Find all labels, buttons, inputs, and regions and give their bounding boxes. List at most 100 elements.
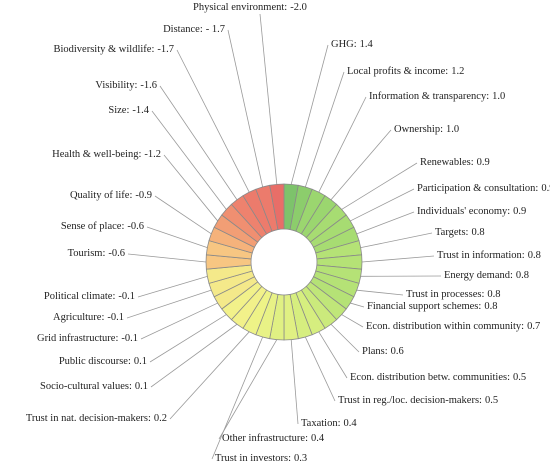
segment-label: Targets: 0.8 <box>435 227 485 238</box>
leader-line <box>154 195 212 235</box>
leader-line <box>218 339 278 440</box>
value-label: 0.8 <box>471 227 484 238</box>
leader-line <box>361 255 435 263</box>
leader-line <box>127 253 207 263</box>
category-label: Taxation: <box>301 418 341 429</box>
category-label: Public discourse: <box>59 356 131 367</box>
segment-label: Taxation: 0.4 <box>301 418 357 429</box>
value-label: - 1.7 <box>206 24 225 35</box>
segment-label: Grid infrastructure: -0.1 <box>37 333 138 344</box>
segment-label: Tourism: -0.6 <box>68 248 125 259</box>
segment-label: Socio-cultural values: 0.1 <box>40 381 148 392</box>
leader-line <box>176 49 250 193</box>
leader-line <box>169 331 250 420</box>
category-label: Visibility: <box>95 80 137 91</box>
category-label: Sense of place: <box>61 221 125 232</box>
value-label: 0.9 <box>513 206 526 217</box>
segment-label: Plans: 0.6 <box>362 346 404 357</box>
segment-label: Trust in reg./loc. decision-makers: 0.5 <box>338 395 498 406</box>
category-label: Tourism: <box>68 248 106 259</box>
leader-line <box>151 110 227 210</box>
leader-line <box>126 289 212 319</box>
category-label: Quality of life: <box>70 190 132 201</box>
category-label: Renewables: <box>420 157 474 168</box>
category-label: Participation & consultation: <box>417 183 538 194</box>
segment-label: Health & well-being: -1.2 <box>52 149 161 160</box>
segment-label: Financial support schemes: 0.8 <box>367 301 497 312</box>
leader-line <box>330 129 392 201</box>
segment-label: Size: -1.4 <box>108 105 149 116</box>
value-label: -2.0 <box>290 2 307 13</box>
category-label: Trust in investors: <box>215 453 291 464</box>
leader-line <box>304 71 345 188</box>
segment-label: Trust in nat. decision-makers: 0.2 <box>26 413 167 424</box>
category-label: Political climate: <box>44 291 116 302</box>
segment-label: Individuals' economy: 0.9 <box>417 206 526 217</box>
category-label: Energy demand: <box>444 270 513 281</box>
segment-label: Energy demand: 0.8 <box>444 270 529 281</box>
category-label: Information & transparency: <box>369 91 489 102</box>
leader-line <box>211 336 264 460</box>
segment-label: Ownership: 1.0 <box>394 124 459 135</box>
leader-line <box>356 211 415 235</box>
leader-line <box>290 339 299 425</box>
value-label: -0.6 <box>108 248 125 259</box>
value-label: 0.5 <box>485 395 498 406</box>
value-label: 0.1 <box>135 381 148 392</box>
category-label: Other infrastructure: <box>222 433 308 444</box>
segment-label: Econ. distribution betw. communities: 0.5 <box>350 372 526 383</box>
value-label: 0.8 <box>484 301 497 312</box>
leader-lines <box>126 13 442 460</box>
category-label: Ownership: <box>394 124 443 135</box>
value-label: 1.2 <box>451 66 464 77</box>
value-label: -0.1 <box>121 333 138 344</box>
segment-label: Participation & consultation:0.9 <box>417 183 550 194</box>
leader-line <box>318 96 367 193</box>
leader-line <box>150 323 238 388</box>
segment-label: Econ. distribution within community: 0.7 <box>366 321 540 332</box>
value-label: 0.6 <box>391 346 404 357</box>
value-label: -1.4 <box>132 105 149 116</box>
value-label: 0.3 <box>294 453 307 464</box>
category-label: Biodiversity & wildlife: <box>53 44 154 55</box>
category-label: Trust in nat. decision-makers: <box>26 413 151 424</box>
category-label: Econ. distribution betw. communities: <box>350 372 510 383</box>
value-label: 0.4 <box>344 418 358 429</box>
leader-line <box>304 336 336 402</box>
segment-label: Other infrastructure: 0.4 <box>222 433 325 444</box>
category-label: Individuals' economy: <box>417 206 510 217</box>
value-label: -1.2 <box>144 149 161 160</box>
value-label: 0.8 <box>516 270 529 281</box>
segment-label: Renewables: 0.9 <box>420 157 490 168</box>
segment-label: Physical environment: -2.0 <box>193 2 307 13</box>
value-label: -1.6 <box>140 80 157 91</box>
leader-line <box>163 154 218 222</box>
category-label: Plans: <box>362 346 388 357</box>
leader-line <box>350 302 365 308</box>
category-label: Socio-cultural values: <box>40 381 132 392</box>
value-label: 1.4 <box>360 39 374 50</box>
segment-label: Local profits & income: 1.2 <box>347 66 464 77</box>
value-label: -0.1 <box>118 291 135 302</box>
category-label: Grid infrastructure: <box>37 333 118 344</box>
segment-label: Sense of place: -0.6 <box>61 221 144 232</box>
leader-line <box>140 302 218 340</box>
leader-line <box>330 323 360 353</box>
value-label: -0.9 <box>135 190 152 201</box>
segment-label: GHG: 1.4 <box>331 39 374 50</box>
segment-label: Trust in information: 0.8 <box>437 250 541 261</box>
leader-line <box>146 226 208 249</box>
value-label: -1.7 <box>157 44 174 55</box>
value-label: 0.9 <box>477 157 490 168</box>
value-label: -0.1 <box>107 312 124 323</box>
value-label: 0.5 <box>513 372 526 383</box>
value-label: 0.1 <box>134 356 147 367</box>
category-label: Trust in information: <box>437 250 525 261</box>
leader-line <box>356 289 404 296</box>
segment-label: Quality of life: -0.9 <box>70 190 152 201</box>
leader-line <box>159 85 238 200</box>
category-label: Local profits & income: <box>347 66 448 77</box>
segment-label: Trust in processes: 0.8 <box>406 289 501 300</box>
leader-line <box>149 314 227 363</box>
value-label: 0.4 <box>311 433 325 444</box>
